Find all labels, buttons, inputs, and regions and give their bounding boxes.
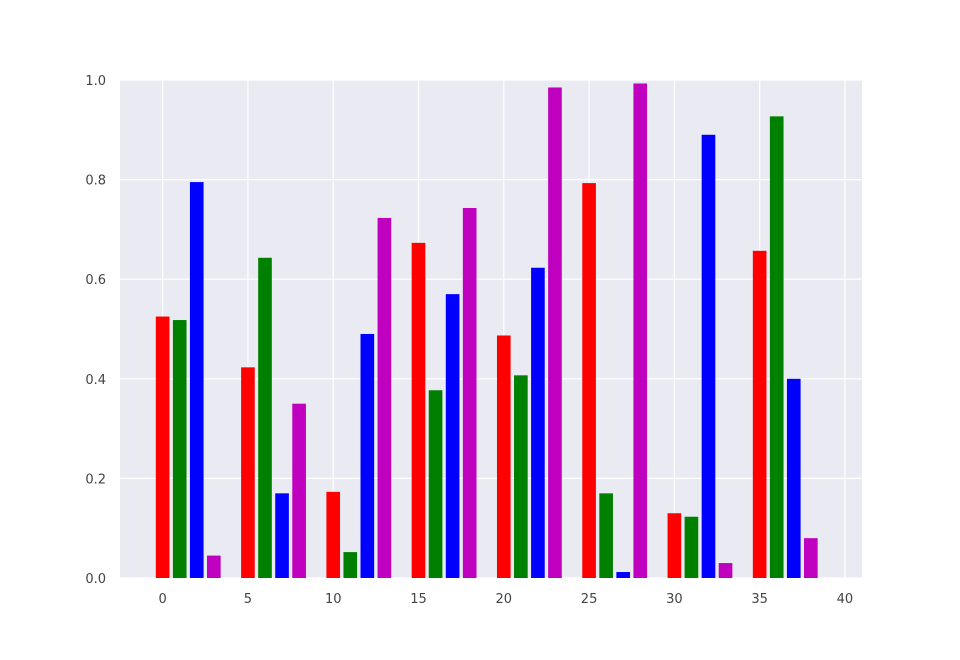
bar-12	[360, 333, 375, 578]
bar-10	[326, 491, 341, 578]
bar-13	[377, 217, 392, 579]
y-tick-label: 0.4	[85, 373, 106, 388]
bar-27	[616, 572, 631, 578]
bar-38	[804, 538, 818, 578]
bar-0	[155, 316, 170, 578]
bar-17	[445, 294, 460, 578]
bar-11	[343, 552, 358, 578]
bar-26	[599, 493, 613, 578]
bar-18	[462, 207, 477, 578]
bar-8	[292, 403, 306, 578]
plot-background	[120, 80, 862, 578]
y-tick-label: 0.0	[85, 572, 106, 587]
bar-31	[684, 516, 699, 578]
bar-30	[667, 513, 682, 578]
x-tick-label: 30	[666, 592, 683, 607]
bar-35	[752, 250, 767, 578]
y-axis-ticks: 0.0 0.2 0.4 0.6 0.8 1.0	[85, 74, 106, 587]
x-tick-label: 0	[159, 592, 167, 607]
x-tick-label: 15	[410, 592, 427, 607]
y-tick-label: 1.0	[85, 74, 106, 89]
bar-25	[582, 183, 596, 578]
bar-23	[548, 87, 562, 578]
bar-1	[172, 320, 187, 578]
y-tick-label: 0.8	[85, 174, 106, 189]
bar-5	[241, 367, 255, 578]
bar-22	[531, 267, 545, 578]
y-tick-label: 0.2	[85, 472, 106, 487]
bar-28	[633, 83, 648, 579]
bar-36	[769, 116, 784, 578]
bar-16	[428, 390, 443, 578]
x-tick-label: 35	[751, 592, 768, 607]
bar-7	[275, 493, 289, 578]
x-tick-label: 5	[244, 592, 252, 607]
bar-32	[701, 134, 716, 578]
bar-3	[206, 555, 221, 578]
x-tick-label: 20	[496, 592, 513, 607]
bar-15	[411, 242, 426, 578]
x-tick-label: 40	[837, 592, 854, 607]
bars	[155, 83, 818, 579]
bar-21	[514, 375, 528, 578]
bar-2	[189, 182, 204, 578]
x-axis-ticks: 0 5 10 15 20 25 30 35 40	[159, 592, 854, 607]
bar-37	[786, 378, 801, 578]
x-tick-label: 25	[581, 592, 598, 607]
bar-33	[718, 563, 733, 578]
bar-6	[258, 257, 272, 578]
x-tick-label: 10	[325, 592, 342, 607]
bar-20	[496, 335, 511, 578]
y-tick-label: 0.6	[85, 273, 106, 288]
